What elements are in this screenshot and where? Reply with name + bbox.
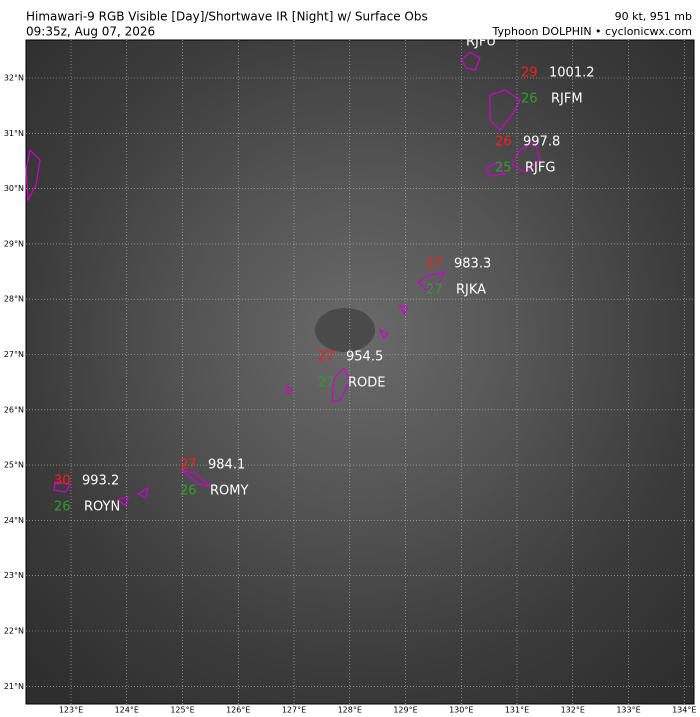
dewpoint: 26: [180, 484, 197, 499]
temperature: 27: [426, 257, 443, 272]
lat-label: 27°N: [4, 350, 24, 359]
temperature: 27: [180, 458, 197, 473]
time: 09:35z, Aug 07, 2026: [26, 25, 155, 39]
dewpoint: 26: [521, 92, 538, 107]
lon-label: 126°E: [226, 706, 250, 715]
station: 27 983.3 27 RJKA: [426, 257, 491, 298]
coastlines: [25, 51, 541, 508]
lat-label: 30°N: [4, 184, 24, 193]
lon-label: 127°E: [282, 706, 306, 715]
dewpoint: 25: [495, 161, 512, 176]
station-id: RODE: [348, 376, 386, 391]
station-id: RJKA: [456, 283, 486, 298]
lon-label: 125°E: [170, 706, 194, 715]
station-id: RJFU: [466, 35, 496, 50]
lon-label: 134°E: [672, 706, 696, 715]
pressure: 1001.2: [549, 66, 595, 81]
lat-label: 22°N: [4, 627, 24, 636]
dewpoint: 27: [426, 283, 443, 298]
lat-label: 25°N: [4, 461, 24, 470]
station: 27 954.5 27 RODE: [318, 350, 386, 391]
lon-label: 128°E: [338, 706, 362, 715]
title: Himawari-9 RGB Visible [Day]/Shortwave I…: [26, 10, 428, 24]
pressure: 983.3: [454, 257, 491, 272]
storm-name: Typhoon DOLPHIN • cyclonicwx.com: [492, 25, 692, 38]
lon-label: 123°E: [59, 706, 83, 715]
lat-label: 26°N: [4, 405, 24, 414]
dewpoint: 27: [318, 376, 335, 391]
station-id: ROYN: [84, 500, 120, 515]
temperature: 26: [495, 135, 512, 150]
station: 29 1001.2 26 RJFM: [521, 66, 595, 107]
temperature: 30: [54, 474, 71, 489]
lat-label: 24°N: [4, 516, 24, 525]
pressure: 954.5: [346, 350, 383, 365]
pressure: 984.1: [208, 458, 245, 473]
lat-label: 29°N: [4, 239, 24, 248]
station-id: ROMY: [210, 484, 248, 499]
station: 30 993.2 26 ROYN: [54, 474, 120, 515]
dewpoint: 26: [54, 500, 71, 515]
station: 26 997.8 25 RJFG: [495, 135, 560, 176]
lat-label: 23°N: [4, 571, 24, 580]
lon-label: 124°E: [115, 706, 139, 715]
lat-label: 32°N: [4, 74, 24, 83]
intensity: 90 kt, 951 mb: [615, 10, 692, 23]
lon-label: 131°E: [505, 706, 529, 715]
station-id: RJFG: [525, 161, 555, 176]
lon-label: 129°E: [393, 706, 417, 715]
eye: [315, 308, 375, 352]
station: RJFU: [466, 35, 496, 50]
temperature: 29: [521, 66, 538, 81]
satellite-image: [25, 39, 695, 705]
lat-label: 21°N: [4, 682, 24, 691]
lat-label: 28°N: [4, 295, 24, 304]
station: 27 984.1 26 ROMY: [180, 458, 248, 499]
temperature: 27: [318, 350, 335, 365]
lon-label: 132°E: [561, 706, 585, 715]
pressure: 997.8: [523, 135, 560, 150]
lon-label: 133°E: [616, 706, 640, 715]
graticule: 123°E 124°E 125°E 126°E 127°E 128°E 129°E 130°E…: [4, 40, 696, 715]
lat-label: 31°N: [4, 129, 24, 138]
lon-label: 130°E: [449, 706, 473, 715]
station-id: RJFM: [551, 92, 583, 107]
pressure: 993.2: [82, 474, 119, 489]
